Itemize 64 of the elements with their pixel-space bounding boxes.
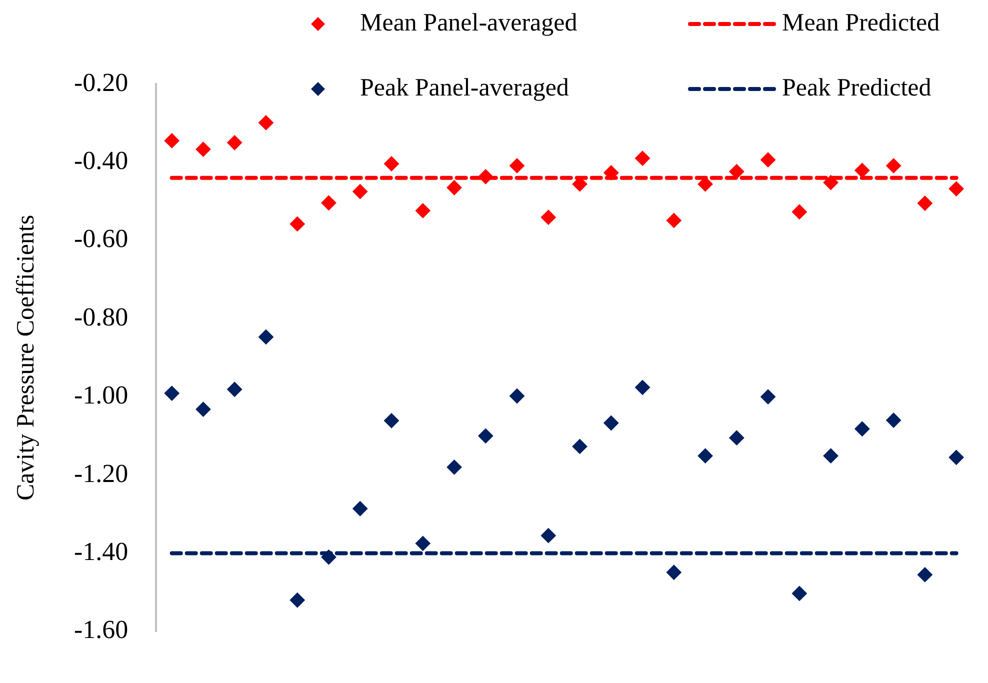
point	[290, 216, 305, 232]
point	[321, 195, 336, 210]
legend-label: Peak Panel-averaged	[360, 74, 570, 102]
point	[886, 412, 902, 428]
y-axis-title: Cavity Pressure Coefficients	[12, 214, 40, 501]
point	[604, 165, 619, 180]
point	[948, 450, 964, 465]
point	[415, 203, 430, 218]
legend-label: Mean Panel-averaged	[360, 10, 578, 37]
y-tick-label: -0.40	[74, 146, 128, 176]
point	[572, 438, 588, 454]
point	[666, 564, 682, 580]
y-tick-label: -0.80	[74, 302, 128, 332]
point	[290, 592, 305, 608]
point	[854, 421, 870, 436]
point	[196, 402, 211, 417]
y-tick-label: -1.20	[74, 458, 128, 488]
point	[760, 152, 776, 168]
point	[886, 158, 902, 174]
point	[540, 528, 556, 544]
point	[446, 180, 462, 196]
point	[352, 184, 368, 200]
point	[510, 388, 525, 404]
point	[823, 448, 838, 464]
point	[792, 204, 807, 220]
point	[478, 169, 494, 184]
point	[510, 158, 525, 174]
point	[164, 133, 180, 148]
point	[384, 156, 399, 172]
y-tick-label: -1.00	[74, 380, 128, 410]
point	[698, 176, 713, 192]
point	[258, 329, 274, 344]
point	[854, 162, 870, 178]
point	[729, 430, 744, 446]
point	[540, 210, 556, 225]
point	[321, 550, 336, 565]
point	[478, 428, 494, 444]
point	[666, 212, 682, 228]
point	[948, 181, 964, 196]
point	[760, 389, 776, 404]
y-tick-label: -0.60	[74, 224, 128, 254]
point	[635, 150, 650, 166]
point	[917, 196, 932, 211]
point	[635, 380, 650, 395]
point	[917, 567, 932, 582]
y-tick-label: -1.40	[74, 537, 128, 566]
point	[384, 413, 399, 428]
point	[446, 460, 462, 475]
point	[698, 448, 713, 464]
y-tick-label: -1.60	[74, 615, 128, 644]
point	[415, 536, 430, 551]
point	[604, 415, 619, 430]
point	[227, 382, 242, 397]
point	[823, 175, 838, 190]
point	[352, 501, 368, 516]
point	[196, 142, 211, 157]
point	[164, 386, 180, 401]
point	[227, 135, 242, 150]
y-tick-label: -0.20	[74, 68, 128, 97]
legend-label: Peak Predicted	[782, 74, 932, 102]
point	[729, 164, 744, 180]
legend-label: Mean Predicted	[782, 10, 940, 37]
point	[258, 115, 274, 130]
point	[792, 586, 807, 601]
